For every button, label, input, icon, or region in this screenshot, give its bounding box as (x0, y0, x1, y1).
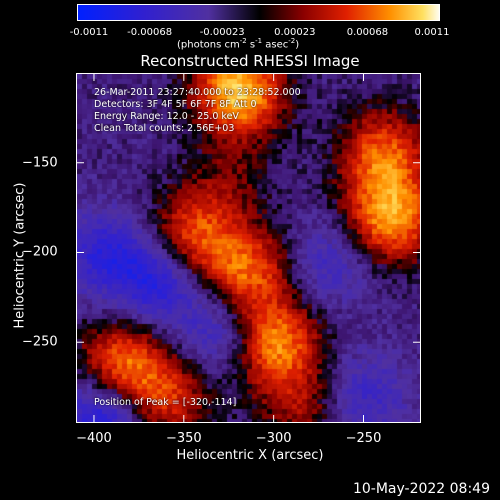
colorbar-tick-label: -0.0011 (69, 27, 109, 38)
x-tick-label: −250 (345, 431, 382, 446)
annotation-time: 26-Mar-2011 23:27:40.000 to 23:28:52.000 (94, 87, 301, 98)
colorbar-tick-label: -0.00023 (199, 27, 245, 38)
chart-title: Reconstructed RHESSI Image (140, 52, 360, 70)
y-tick-label: −250 (22, 334, 58, 350)
y-axis-label: Heliocentric Y (arcsec) (12, 182, 28, 329)
heatmap-canvas (77, 74, 420, 422)
y-tick-label: −150 (22, 155, 58, 171)
colorbar-tick-label: 0.00068 (346, 27, 389, 38)
colorbar (77, 4, 440, 21)
annotation-counts: Clean Total counts: 2.56E+03 (94, 123, 235, 134)
annotation-peak: Position of Peak = [-320,-114] (94, 397, 237, 408)
colorbar-label: (photons cm-2 s-1 asec-2) (177, 37, 300, 51)
x-axis-label: Heliocentric X (arcsec) (176, 448, 324, 463)
annotation-energy: Energy Range: 12.0 - 25.0 keV (94, 111, 239, 122)
timestamp: 10-May-2022 08:49 (352, 481, 490, 497)
colorbar-tick-label: 0.00023 (274, 27, 316, 38)
annotation-detectors: Detectors: 3F 4F 5F 6F 7F 8F Att 0 (94, 99, 257, 110)
colorbar-tick-label: -0.00068 (127, 27, 173, 38)
plot-area (76, 73, 421, 423)
x-tick-label: −350 (165, 431, 202, 446)
x-tick-label: −300 (255, 431, 292, 446)
colorbar-gradient (78, 5, 439, 20)
x-tick-label: −400 (76, 431, 112, 446)
colorbar-tick-label: 0.0011 (414, 27, 450, 38)
y-tick-label: −200 (22, 244, 58, 260)
